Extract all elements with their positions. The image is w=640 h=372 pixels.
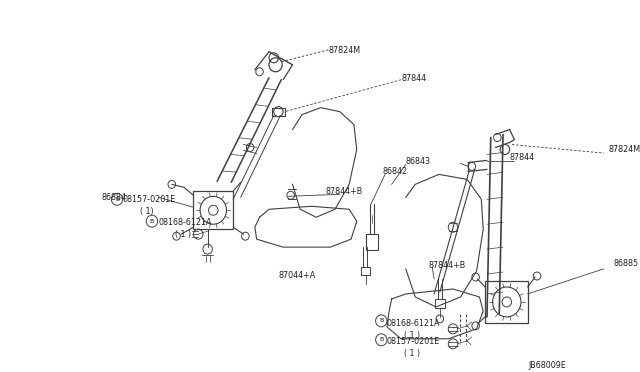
Text: JB68009E: JB68009E [529, 361, 566, 370]
Text: B: B [379, 318, 383, 323]
Bar [485, 281, 527, 323]
Bar [435, 299, 445, 308]
Text: 87844: 87844 [401, 74, 426, 83]
Text: ( 1): ( 1) [140, 207, 154, 216]
Text: 87824M: 87824M [609, 145, 640, 154]
Text: 86842: 86842 [382, 167, 407, 176]
Bar [366, 234, 378, 250]
Text: B: B [150, 219, 154, 224]
Text: 87824M: 87824M [328, 46, 360, 55]
Text: 86884: 86884 [102, 193, 127, 202]
Text: 08157-0201E: 08157-0201E [387, 337, 440, 346]
Bar [362, 267, 370, 275]
Text: 08168-6121A: 08168-6121A [387, 319, 440, 328]
Text: 86885: 86885 [613, 259, 639, 268]
Text: 87844+B: 87844+B [428, 261, 466, 270]
Text: B: B [115, 197, 119, 202]
Text: ( 1 ): ( 1 ) [404, 331, 420, 340]
Text: ( 1 ): ( 1 ) [404, 349, 420, 358]
Text: B: B [379, 337, 383, 342]
Text: ( 1 ): ( 1 ) [175, 230, 191, 239]
Text: 08168-6121A: 08168-6121A [159, 218, 212, 227]
Bar [193, 191, 233, 229]
Text: 87844+B: 87844+B [326, 187, 363, 196]
Text: 08157-0201E: 08157-0201E [123, 195, 176, 204]
Text: 87044+A: 87044+A [278, 271, 316, 280]
Text: 87844: 87844 [509, 154, 535, 163]
Text: 86843: 86843 [406, 157, 431, 166]
